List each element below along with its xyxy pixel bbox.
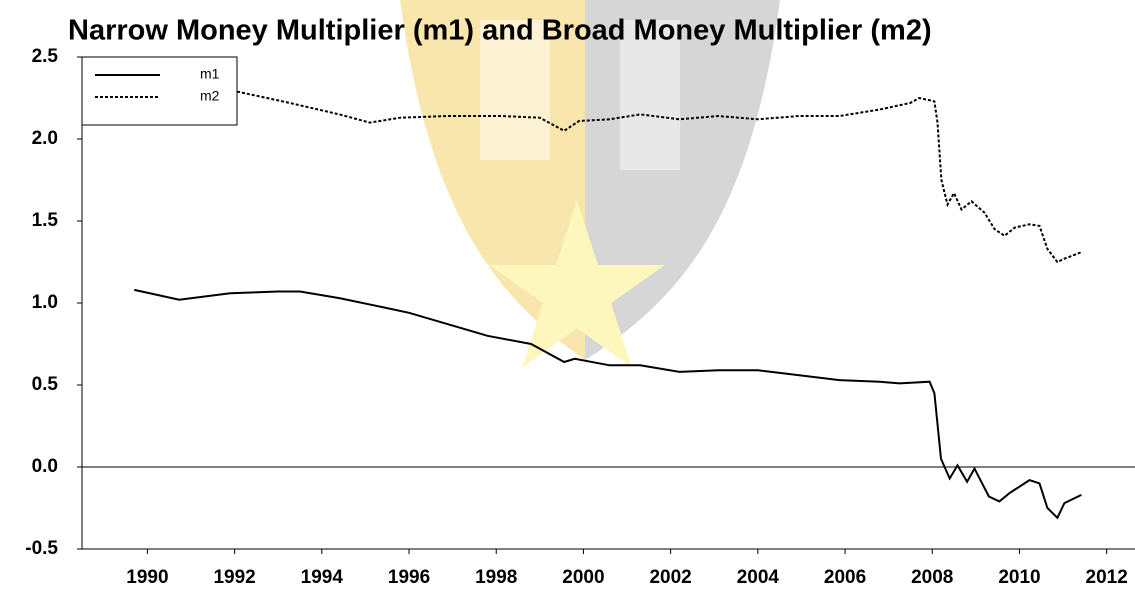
- x-tick-label: 2006: [824, 567, 866, 588]
- x-tick-label: 2010: [998, 567, 1040, 588]
- legend-label: m1: [200, 66, 220, 82]
- y-tick-label: 2.0: [32, 128, 58, 149]
- legend-box: [81, 56, 238, 126]
- x-tick-label: 2000: [562, 567, 604, 588]
- legend-label: m2: [200, 88, 220, 104]
- y-tick-label: 0.0: [32, 456, 58, 477]
- y-tick-label: 0.5: [32, 374, 59, 395]
- y-tick-label: -0.5: [25, 538, 58, 559]
- x-tick-label: 2008: [911, 567, 953, 588]
- y-tick-label: 1.0: [32, 292, 58, 313]
- chart-title: Narrow Money Multiplier (m1) and Broad M…: [68, 15, 932, 47]
- x-tick-label: 1996: [388, 567, 430, 588]
- x-tick-label: 1990: [126, 567, 168, 588]
- x-tick-label: 1992: [213, 567, 255, 588]
- x-tick-label: 2004: [737, 567, 780, 588]
- x-tick-label: 2012: [1086, 567, 1128, 588]
- series-line: [134, 69, 1082, 264]
- x-tick-label: 1994: [301, 567, 344, 588]
- x-tick-label: 2002: [649, 567, 691, 588]
- plot-area: [82, 69, 1135, 520]
- x-tick-label: 1998: [475, 567, 517, 588]
- watermark: [400, 0, 780, 368]
- series-line: [134, 288, 1082, 520]
- y-tick-label: 2.5: [32, 46, 59, 67]
- y-tick-label: 1.5: [32, 210, 59, 231]
